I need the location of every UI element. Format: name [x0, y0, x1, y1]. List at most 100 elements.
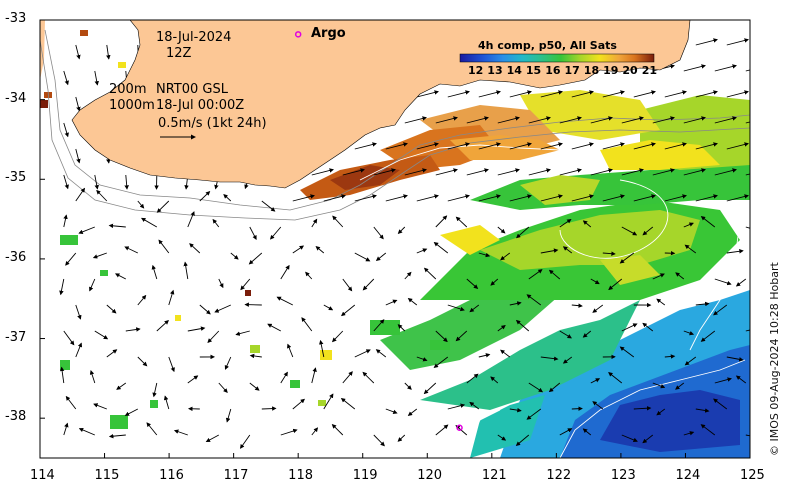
current-vector [509, 90, 532, 98]
current-vector [466, 168, 489, 176]
current-vector [571, 406, 583, 411]
current-vector [63, 330, 75, 346]
current-vector [397, 226, 406, 235]
current-vector [75, 96, 81, 112]
current-vector [726, 38, 749, 46]
current-vector [758, 196, 779, 201]
current-vector [362, 278, 375, 291]
current-vector [224, 356, 232, 370]
current-vector [490, 278, 499, 286]
current-vector [509, 301, 522, 306]
colorbar-tick-label: 20 [622, 64, 638, 77]
current-vector [433, 241, 449, 254]
current-vector [287, 343, 294, 358]
current-vector [684, 356, 697, 366]
current-vector [540, 90, 563, 98]
current-vector [469, 304, 480, 313]
argo-markers [294, 31, 463, 431]
current-vector [261, 200, 276, 212]
current-vector [619, 346, 635, 358]
current-vector [248, 252, 263, 265]
current-vector [447, 90, 470, 98]
argo-legend-label: Argo [311, 26, 346, 41]
current-vector [664, 354, 676, 359]
product-label: NRT00 GSL [156, 82, 228, 97]
current-vector [375, 349, 387, 358]
current-vector [152, 382, 158, 398]
current-vector [758, 305, 767, 307]
current-vector [342, 278, 353, 292]
current-vector [497, 434, 507, 441]
x-tick-label: 120 [417, 468, 443, 483]
current-vector [621, 323, 638, 332]
current-vector [500, 252, 511, 261]
current-vector [385, 299, 398, 306]
current-vector [745, 226, 750, 229]
current-vector [311, 367, 317, 384]
current-vector [124, 246, 138, 254]
current-vector [301, 317, 313, 332]
current-vector [540, 142, 563, 150]
current-vector [571, 303, 583, 308]
x-tick-label: 125 [740, 468, 765, 483]
current-vector [249, 382, 260, 391]
current-vector [562, 356, 573, 364]
current-vector [435, 330, 448, 343]
current-vector [375, 252, 387, 261]
current-vector [466, 278, 479, 289]
current-vector [65, 252, 77, 266]
current-vector [323, 304, 334, 311]
current-vector [187, 326, 206, 332]
current-vector [168, 289, 175, 306]
current-vector [749, 254, 750, 260]
current-vector [423, 267, 437, 280]
colorbar-title: 4h comp, p50, All Sats [478, 39, 617, 52]
current-vector [341, 304, 356, 317]
current-vector [416, 194, 439, 202]
current-vector [497, 324, 506, 332]
product-time-label: 18-Jul 00:00Z [156, 98, 245, 113]
current-vector [137, 200, 145, 209]
current-vector [714, 64, 737, 72]
current-vector [416, 142, 439, 150]
current-vector [199, 304, 211, 315]
current-vector [726, 142, 749, 150]
current-vector [75, 44, 81, 60]
current-vector [156, 200, 170, 213]
current-vector [509, 194, 532, 202]
x-tick-marks [39, 453, 751, 458]
colorbar-tick-label: 17 [564, 64, 580, 77]
current-vector [540, 194, 563, 202]
current-vector [447, 403, 466, 410]
x-tick-label: 122 [546, 468, 572, 483]
current-vector [397, 324, 406, 332]
current-vector [292, 194, 315, 202]
current-vector [59, 366, 65, 384]
current-vector [63, 70, 69, 86]
current-vector [590, 116, 613, 124]
argo-float-marker [294, 31, 302, 38]
current-vector [571, 194, 594, 202]
current-vector [714, 278, 732, 286]
current-vector [571, 90, 594, 98]
current-vector [726, 194, 749, 202]
current-vector [189, 243, 201, 254]
current-vector [582, 330, 592, 338]
current-vector [75, 148, 81, 164]
current-vector [323, 393, 334, 410]
current-vector [207, 330, 220, 344]
current-vector [735, 375, 747, 384]
depth-label-1000m: 1000m [109, 98, 155, 113]
y-tick-label: -33 [5, 11, 27, 26]
current-vector [311, 427, 319, 436]
current-vector [714, 377, 732, 384]
current-vector [94, 330, 109, 340]
current-vector [515, 434, 530, 446]
current-vector [683, 116, 706, 124]
current-vector [559, 168, 582, 176]
current-vector [292, 245, 305, 254]
current-vector [652, 273, 665, 280]
sst-isotherms [359, 144, 746, 458]
current-vector [528, 269, 543, 280]
current-vector [63, 422, 69, 436]
